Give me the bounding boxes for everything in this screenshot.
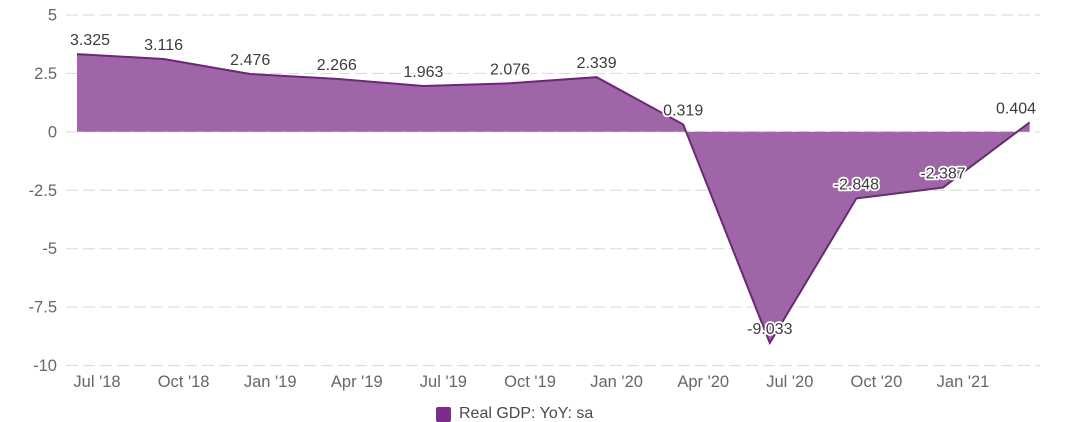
- y-tick-label: -2.5: [29, 182, 57, 200]
- x-tick-label: Oct '20: [851, 373, 903, 391]
- data-label: 2.476: [230, 52, 270, 69]
- data-label: 2.266: [317, 57, 357, 74]
- data-label: -2.387: [920, 166, 965, 183]
- legend-label: Real GDP: YoY: sa: [459, 405, 594, 422]
- x-tick-label: Apr '19: [331, 373, 383, 391]
- x-tick-label: Jul '18: [73, 373, 120, 391]
- x-tick-label: Jul '20: [766, 373, 813, 391]
- data-label: 0.319: [663, 102, 703, 119]
- x-tick-label: Jan '20: [590, 373, 643, 391]
- x-tick-label: Jan '21: [937, 373, 990, 391]
- x-tick-label: Apr '20: [677, 373, 729, 391]
- data-label: -9.033: [747, 321, 792, 338]
- y-tick-label: 0: [48, 123, 57, 141]
- y-tick-label: -7.5: [29, 299, 57, 317]
- data-label: 2.339: [577, 55, 617, 72]
- y-tick-label: 5: [48, 7, 57, 25]
- data-label: 3.116: [144, 37, 183, 54]
- x-tick-label: Oct '18: [158, 373, 210, 391]
- data-label: 3.325: [70, 32, 110, 49]
- legend-swatch-icon: [436, 406, 451, 422]
- x-tick-label: Jan '19: [244, 373, 297, 391]
- series-line: [76, 53, 1031, 346]
- y-tick-label: 2.5: [34, 65, 57, 83]
- y-tick-label: -10: [33, 357, 57, 375]
- data-label: 1.963: [403, 64, 443, 81]
- data-label: 0.404: [996, 100, 1036, 117]
- x-tick-label: Oct '19: [504, 373, 556, 391]
- x-tick-label: Jul '19: [420, 373, 467, 391]
- area-fill: [77, 54, 1030, 343]
- data-label: 2.076: [490, 61, 530, 78]
- data-label: -2.848: [834, 176, 879, 193]
- legend-item-real-gdp[interactable]: Real GDP: YoY: sa: [436, 404, 593, 422]
- y-tick-label: -5: [42, 240, 57, 258]
